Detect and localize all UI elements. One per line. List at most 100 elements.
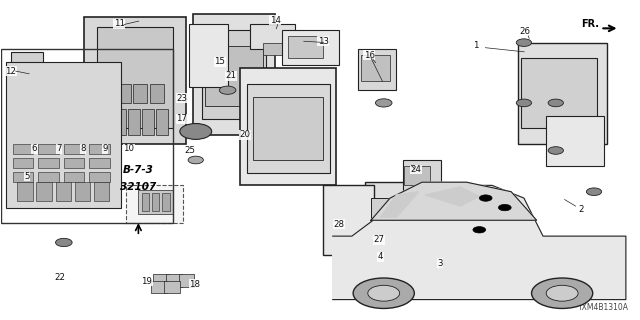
Text: 5: 5 — [24, 172, 29, 181]
Text: 7: 7 — [56, 144, 61, 153]
Bar — [38, 158, 59, 168]
Bar — [205, 46, 262, 106]
Text: 10: 10 — [124, 144, 134, 153]
Bar — [362, 55, 390, 81]
Polygon shape — [425, 187, 479, 206]
Bar — [38, 172, 59, 182]
Bar — [84, 17, 186, 144]
Bar — [128, 109, 140, 135]
Text: TXM4B1310A: TXM4B1310A — [578, 303, 629, 312]
Text: 32107: 32107 — [120, 182, 157, 192]
Text: 9: 9 — [102, 144, 108, 153]
Text: 24: 24 — [410, 165, 421, 174]
Bar — [64, 143, 84, 154]
Bar — [253, 97, 323, 160]
Bar — [404, 166, 429, 185]
Polygon shape — [333, 185, 626, 300]
Bar — [521, 59, 597, 128]
Text: 3: 3 — [437, 259, 442, 268]
Text: 16: 16 — [364, 51, 374, 60]
Polygon shape — [381, 192, 419, 217]
Bar — [1, 49, 173, 223]
Text: 22: 22 — [54, 273, 65, 282]
Circle shape — [516, 99, 532, 107]
Bar — [13, 143, 33, 154]
Bar — [64, 172, 84, 182]
Circle shape — [473, 227, 486, 233]
Text: 21: 21 — [225, 71, 236, 80]
Bar — [114, 109, 125, 135]
Bar — [90, 143, 109, 154]
Text: 4: 4 — [378, 252, 383, 261]
Bar — [90, 172, 109, 182]
Bar — [365, 182, 441, 261]
Bar — [97, 27, 173, 128]
Bar — [166, 274, 182, 287]
Text: B-7-3: B-7-3 — [123, 164, 154, 174]
Bar — [142, 109, 154, 135]
Bar — [246, 84, 330, 173]
Bar — [282, 30, 339, 65]
Bar — [14, 62, 38, 90]
Bar — [546, 116, 604, 166]
Bar — [162, 193, 170, 211]
Circle shape — [548, 99, 563, 107]
Bar — [358, 49, 396, 90]
Bar — [90, 158, 109, 168]
Bar — [262, 43, 288, 55]
Text: 11: 11 — [114, 19, 125, 28]
Bar — [17, 182, 33, 201]
Circle shape — [56, 238, 72, 247]
Circle shape — [586, 188, 602, 196]
Bar — [164, 281, 180, 293]
Bar — [193, 14, 275, 135]
Text: 27: 27 — [373, 236, 384, 244]
Bar — [371, 198, 435, 249]
Bar — [13, 158, 33, 168]
Circle shape — [548, 147, 563, 154]
Bar — [100, 109, 111, 135]
Bar — [64, 158, 84, 168]
Text: 25: 25 — [184, 146, 195, 155]
Bar — [250, 24, 294, 49]
Circle shape — [220, 86, 236, 94]
Bar — [151, 281, 167, 293]
Bar — [202, 30, 266, 119]
Bar — [403, 160, 441, 192]
Text: 1: 1 — [474, 41, 479, 50]
Circle shape — [499, 204, 511, 211]
Bar — [138, 190, 173, 214]
Text: FR.: FR. — [581, 20, 599, 29]
Bar — [518, 43, 607, 144]
Text: 14: 14 — [270, 16, 281, 25]
Bar — [56, 182, 71, 201]
Bar — [38, 143, 59, 154]
Bar — [11, 52, 43, 97]
Circle shape — [368, 285, 399, 301]
Circle shape — [546, 285, 578, 301]
Circle shape — [180, 124, 212, 140]
Bar — [141, 193, 149, 211]
Circle shape — [353, 278, 414, 308]
Circle shape — [532, 278, 593, 308]
Bar — [241, 68, 336, 185]
Text: 2: 2 — [579, 205, 584, 214]
Bar — [36, 182, 52, 201]
Bar — [288, 36, 323, 59]
Bar — [323, 185, 374, 255]
Text: 6: 6 — [32, 144, 37, 153]
Circle shape — [479, 195, 492, 201]
Text: 18: 18 — [189, 280, 200, 289]
Polygon shape — [371, 182, 537, 220]
Bar — [179, 274, 195, 287]
Bar — [6, 62, 121, 208]
Text: 28: 28 — [333, 220, 344, 228]
Text: 19: 19 — [141, 277, 152, 286]
Text: 12: 12 — [6, 67, 17, 76]
Bar — [100, 84, 114, 103]
Bar — [13, 172, 33, 182]
Bar — [75, 182, 90, 201]
Circle shape — [516, 39, 532, 46]
Text: 15: 15 — [214, 57, 225, 66]
Text: 20: 20 — [239, 130, 250, 139]
